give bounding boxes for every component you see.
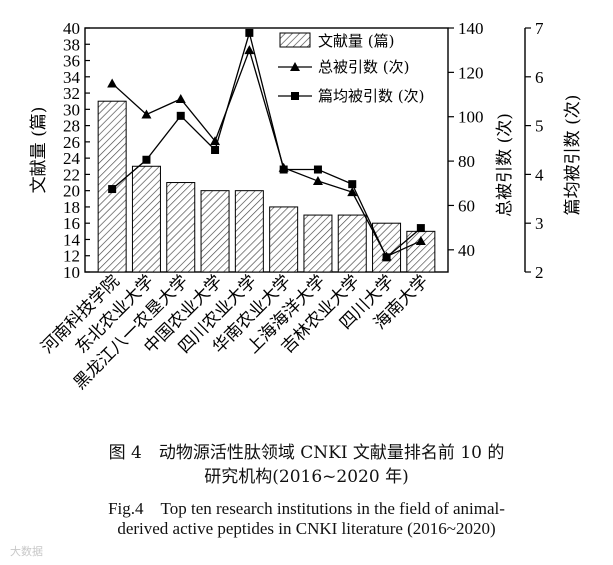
y2-axis-ticks: 40 60 80 100 120 140 bbox=[448, 19, 484, 260]
y3-axis-ticks: 2 3 4 5 6 7 bbox=[525, 19, 544, 282]
y-tick-label: 24 bbox=[63, 149, 81, 168]
total-point-5 bbox=[244, 45, 255, 55]
bar-10 bbox=[406, 230, 436, 273]
y3-tick-label: 5 bbox=[535, 117, 544, 136]
y3-tick-label: 2 bbox=[535, 263, 544, 282]
y2-tick-label: 60 bbox=[458, 196, 475, 215]
avg-point-8 bbox=[348, 180, 357, 189]
plot-frame bbox=[84, 27, 449, 273]
y-tick-label: 32 bbox=[63, 84, 80, 103]
y2-tick-label: 80 bbox=[458, 152, 475, 171]
legend-bar-swatch bbox=[279, 32, 311, 48]
y-tick-label: 26 bbox=[63, 133, 80, 152]
bar-6 bbox=[269, 206, 299, 273]
avg-point-7 bbox=[313, 165, 322, 174]
y3-tick-label: 6 bbox=[535, 68, 544, 87]
bar-3 bbox=[166, 182, 196, 273]
y-axis-title: 文献量 (篇) bbox=[29, 107, 49, 194]
y-tick-label: 30 bbox=[63, 100, 80, 119]
avg-point-6 bbox=[279, 165, 288, 174]
total-point-10 bbox=[415, 235, 426, 245]
bar-1 bbox=[97, 100, 127, 273]
caption-cn-line1: 图 4 动物源活性肽领域 CNKI 文献量排名前 10 的 bbox=[108, 443, 505, 463]
total-citations-line bbox=[111, 48, 422, 258]
y-tick-label: 18 bbox=[63, 198, 80, 217]
y-tick-label: 40 bbox=[63, 19, 80, 38]
bar-7 bbox=[303, 214, 333, 273]
legend-square-icon bbox=[291, 92, 299, 100]
avg-point-4 bbox=[211, 146, 220, 154]
bar-series bbox=[97, 100, 436, 273]
total-point-7 bbox=[312, 176, 323, 186]
y3-axis-title: 篇均被引数 (次) bbox=[563, 95, 583, 216]
avg-point-5 bbox=[245, 28, 254, 37]
legend-bar-label: 文献量 (篇) bbox=[318, 32, 394, 50]
bar-8 bbox=[337, 214, 367, 273]
y-tick-label: 38 bbox=[63, 35, 80, 54]
avg-point-1 bbox=[108, 185, 117, 194]
legend-total-label: 总被引数 (次) bbox=[318, 58, 409, 76]
avg-point-2 bbox=[142, 155, 151, 164]
avg-citations-line bbox=[111, 30, 422, 259]
y3-tick-label: 4 bbox=[535, 165, 544, 184]
y2-tick-label: 40 bbox=[458, 241, 475, 260]
avg-point-10 bbox=[416, 224, 425, 233]
y3-tick-label: 3 bbox=[535, 214, 544, 233]
legend-triangle-icon bbox=[290, 62, 300, 71]
bar-4 bbox=[200, 190, 230, 273]
y-tick-label: 16 bbox=[63, 214, 80, 233]
total-point-1 bbox=[107, 78, 118, 88]
y-tick-label: 34 bbox=[63, 68, 81, 87]
caption-en-line2: derived active peptides in CNKI literatu… bbox=[117, 519, 496, 538]
avg-point-3 bbox=[176, 111, 185, 120]
avg-citations-series bbox=[108, 28, 425, 262]
y-tick-label: 20 bbox=[63, 182, 80, 201]
avg-point-9 bbox=[382, 253, 391, 262]
bar-9 bbox=[372, 222, 402, 273]
y-tick-label: 28 bbox=[63, 117, 80, 136]
y3-tick-label: 7 bbox=[535, 19, 544, 38]
y2-tick-label: 100 bbox=[458, 108, 484, 127]
y2-tick-label: 120 bbox=[458, 63, 484, 82]
y-tick-label: 22 bbox=[63, 165, 80, 184]
y-tick-label: 36 bbox=[63, 52, 80, 71]
watermark: 大数据 bbox=[10, 545, 43, 558]
y2-tick-label: 140 bbox=[458, 19, 484, 38]
y2-axis-title: 总被引数 (次) bbox=[495, 113, 515, 217]
total-point-8 bbox=[347, 187, 358, 197]
legend-avg-label: 篇均被引数 (次) bbox=[318, 87, 424, 105]
caption-cn-line2: 研究机构(2016~2020 年) bbox=[204, 467, 409, 487]
legend: 文献量 (篇) 总被引数 (次) 篇均被引数 (次) bbox=[278, 32, 424, 105]
total-point-3 bbox=[175, 93, 186, 103]
y-tick-label: 14 bbox=[63, 230, 81, 249]
caption-en-line1: Fig.4 Top ten research institutions in t… bbox=[108, 499, 505, 518]
bar-2 bbox=[131, 165, 161, 273]
total-point-2 bbox=[141, 109, 152, 119]
bar-5 bbox=[234, 190, 264, 273]
y-tick-label: 12 bbox=[63, 247, 80, 266]
x-axis-labels: 河南科技学院东北农业大学黑龙江八一农垦大学中国农业大学四川农业大学华南农业大学上… bbox=[37, 271, 432, 393]
y-tick-label: 10 bbox=[63, 263, 80, 282]
